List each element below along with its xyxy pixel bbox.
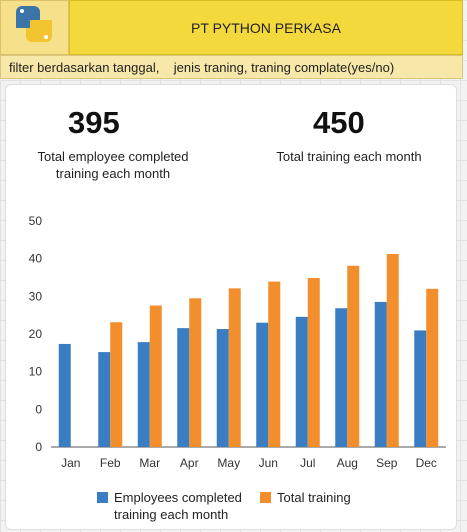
- x-tick-label: Feb: [100, 456, 121, 470]
- y-tick-label: 10: [29, 365, 43, 379]
- chart-legend: Employees completed training each month …: [97, 490, 351, 522]
- bar-employees-apr: [177, 328, 190, 447]
- legend-swatch-training: [260, 492, 271, 503]
- bar-employees-sep: [374, 301, 387, 447]
- bar-training-may: [228, 288, 241, 447]
- y-tick-label: 30: [29, 289, 43, 303]
- bar-employees-aug: [335, 308, 348, 447]
- x-tick-label: Jul: [300, 456, 315, 470]
- company-title: PT PYTHON PERKASA: [69, 0, 463, 55]
- app-header: PT PYTHON PERKASA: [0, 0, 467, 56]
- python-logo-icon: [16, 6, 52, 42]
- bar-training-jun: [268, 281, 281, 447]
- dashboard-card: 395 Total employee completed training ea…: [5, 84, 457, 530]
- legend-label-employees: Employees completed training each month: [114, 490, 246, 522]
- filter-bar[interactable]: filter berdasarkan tanggal, jenis tranin…: [0, 55, 463, 79]
- bar-training-dec: [426, 288, 439, 447]
- logo-container: [0, 0, 69, 55]
- x-tick-label: Jun: [259, 456, 278, 470]
- bar-employees-mar: [137, 342, 150, 447]
- y-tick-label: 50: [29, 214, 43, 228]
- legend-label-training: Total training: [277, 490, 351, 505]
- x-tick-label: Aug: [337, 456, 358, 470]
- x-tick-label: Sep: [376, 456, 398, 470]
- y-tick-label: 0: [35, 402, 42, 416]
- kpi-training-label: Total training each month: [276, 149, 422, 164]
- kpi-employees-label: Total employee completed training each m…: [37, 149, 189, 181]
- bar-employees-jan: [58, 343, 71, 447]
- bar-chart: 0 0 10 20 30 40 50 Jan Feb Mar Apr May Jun Jul Aug Sep…: [29, 214, 446, 522]
- bar-training-apr: [189, 298, 202, 447]
- bar-training-sep: [386, 253, 399, 447]
- y-tick-label: 0: [35, 440, 42, 454]
- bar-employees-may: [216, 329, 229, 447]
- y-tick-label: 40: [29, 252, 43, 266]
- x-tick-label: Apr: [180, 456, 199, 470]
- legend-swatch-employees: [97, 492, 108, 503]
- kpi-training-value: 450: [313, 105, 365, 140]
- bar-employees-feb: [98, 352, 111, 447]
- bar-training-aug: [347, 265, 360, 447]
- bar-employees-jun: [256, 322, 269, 447]
- x-tick-label: Mar: [139, 456, 160, 470]
- bar-training-jul: [307, 277, 320, 447]
- bar-employees-jul: [295, 316, 308, 447]
- bar-employees-dec: [414, 330, 427, 447]
- x-tick-label: Dec: [416, 456, 437, 470]
- bar-training-feb: [110, 322, 123, 447]
- x-tick-label: Jan: [61, 456, 80, 470]
- kpi-employees-value: 395: [68, 105, 120, 140]
- x-tick-label: May: [217, 456, 240, 470]
- y-tick-label: 20: [29, 327, 43, 341]
- bar-training-mar: [149, 305, 162, 447]
